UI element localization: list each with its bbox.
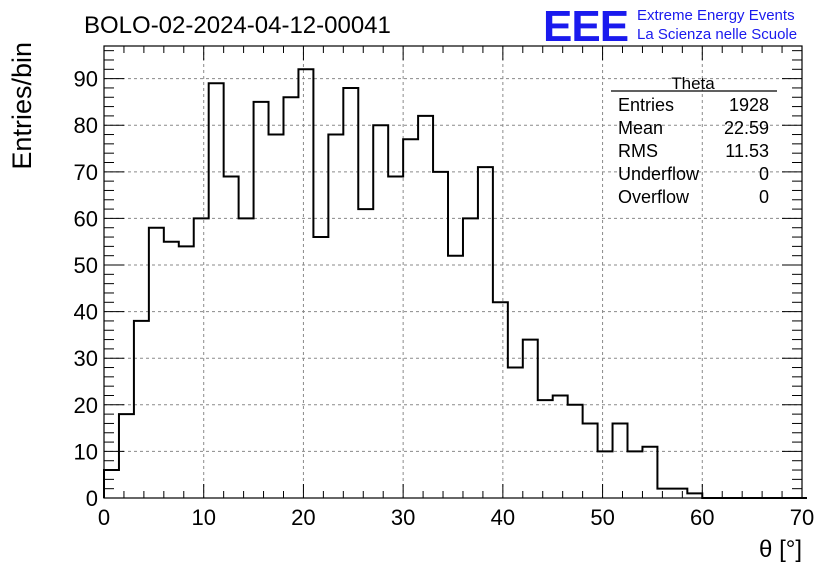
histogram-bin bbox=[239, 218, 254, 498]
y-axis-title: Entries/bin bbox=[7, 42, 37, 170]
tick-labels: 0 10 20 30 40 50 60 70 0 10 20 30 40 50 60 70 80 90 bbox=[74, 67, 815, 530]
histogram-bin bbox=[134, 321, 149, 498]
stats-row-label: RMS bbox=[618, 141, 658, 161]
x-tick-label: 0 bbox=[98, 505, 110, 530]
histogram-bin bbox=[298, 69, 313, 498]
y-tick-label: 60 bbox=[74, 206, 98, 231]
histogram-bin bbox=[642, 447, 657, 498]
histogram-bin bbox=[373, 125, 388, 498]
histogram-bin bbox=[388, 176, 403, 498]
histogram-bin bbox=[179, 246, 194, 498]
histogram-bin bbox=[254, 102, 269, 498]
histogram-bin bbox=[687, 493, 702, 498]
brand-line-2: La Scienza nelle Scuole bbox=[637, 26, 797, 43]
histogram-bin bbox=[463, 218, 478, 498]
stats-box: Theta Entries 1928 Mean 22.59 RMS 11.53 Underf… bbox=[611, 74, 777, 207]
y-tick-label: 50 bbox=[74, 253, 98, 278]
histogram-bin bbox=[448, 256, 463, 498]
histogram-bin bbox=[433, 172, 448, 498]
stats-row-value: 0 bbox=[759, 187, 769, 207]
axis-ticks bbox=[103, 46, 803, 499]
histogram-outline bbox=[103, 68, 807, 499]
x-axis-title: θ [°] bbox=[759, 536, 802, 563]
y-tick-label: 80 bbox=[74, 113, 98, 138]
stats-row-value: 22.59 bbox=[724, 118, 769, 138]
stats-title: Theta bbox=[671, 74, 715, 93]
histogram-bins bbox=[104, 69, 702, 498]
x-tick-label: 40 bbox=[491, 505, 515, 530]
histogram-bin bbox=[628, 451, 643, 498]
histogram-bin bbox=[343, 88, 358, 498]
histogram-bin bbox=[328, 135, 343, 498]
x-tick-label: 50 bbox=[590, 505, 614, 530]
stats-row-label: Underflow bbox=[618, 164, 700, 184]
histogram-bin bbox=[598, 451, 613, 498]
plot-frame bbox=[103, 45, 803, 499]
histogram-bin bbox=[672, 489, 687, 498]
histogram-bin bbox=[613, 423, 628, 498]
histogram-bin bbox=[358, 209, 373, 498]
histogram-bin bbox=[119, 414, 134, 498]
histogram-bin bbox=[493, 302, 508, 498]
histogram-bin bbox=[104, 470, 119, 498]
y-tick-label: 10 bbox=[74, 439, 98, 464]
stats-row-label: Entries bbox=[618, 95, 674, 115]
eee-logo: EEE Extreme Energy Events La Scienza nel… bbox=[543, 2, 797, 51]
stats-rows: Entries 1928 Mean 22.59 RMS 11.53 Underflow 0 Ov… bbox=[618, 95, 769, 207]
x-tick-label: 30 bbox=[391, 505, 415, 530]
y-tick-label: 0 bbox=[86, 486, 98, 511]
grid-lines bbox=[104, 46, 802, 498]
histogram-bin bbox=[418, 116, 433, 498]
x-tick-label: 20 bbox=[291, 505, 315, 530]
histogram-bin bbox=[149, 228, 164, 498]
histogram-bin bbox=[523, 340, 538, 498]
y-tick-label: 90 bbox=[74, 67, 98, 92]
histogram-bin bbox=[478, 167, 493, 498]
y-tick-label: 30 bbox=[74, 346, 98, 371]
brand-line-1: Extreme Energy Events bbox=[637, 7, 795, 24]
histogram-bin bbox=[568, 405, 583, 498]
histogram-bin bbox=[164, 242, 179, 498]
stats-row-value: 0 bbox=[759, 164, 769, 184]
histogram-bin bbox=[269, 135, 284, 498]
y-tick-label: 40 bbox=[74, 300, 98, 325]
histogram-bin bbox=[403, 139, 418, 498]
y-tick-label: 20 bbox=[74, 393, 98, 418]
stats-row-value: 1928 bbox=[729, 95, 769, 115]
histogram-bin bbox=[283, 97, 298, 498]
histogram-bin bbox=[209, 83, 224, 498]
histogram-bin bbox=[313, 237, 328, 498]
chart-title: BOLO-02-2024-04-12-00041 bbox=[84, 12, 391, 39]
stats-row-label: Mean bbox=[618, 118, 663, 138]
histogram-bin bbox=[538, 400, 553, 498]
eee-logo-mark: EEE bbox=[543, 2, 628, 51]
x-tick-label: 70 bbox=[790, 505, 814, 530]
x-tick-label: 10 bbox=[191, 505, 215, 530]
histogram-bin bbox=[583, 423, 598, 498]
histogram-bin bbox=[224, 176, 239, 498]
y-tick-label: 70 bbox=[74, 160, 98, 185]
stats-row-label: Overflow bbox=[618, 187, 690, 207]
histogram-bin bbox=[194, 218, 209, 498]
histogram-bin bbox=[508, 368, 523, 498]
histogram-bin bbox=[657, 489, 672, 498]
stats-row-value: 11.53 bbox=[725, 141, 769, 161]
histogram-bin bbox=[553, 395, 568, 498]
x-tick-label: 60 bbox=[690, 505, 714, 530]
